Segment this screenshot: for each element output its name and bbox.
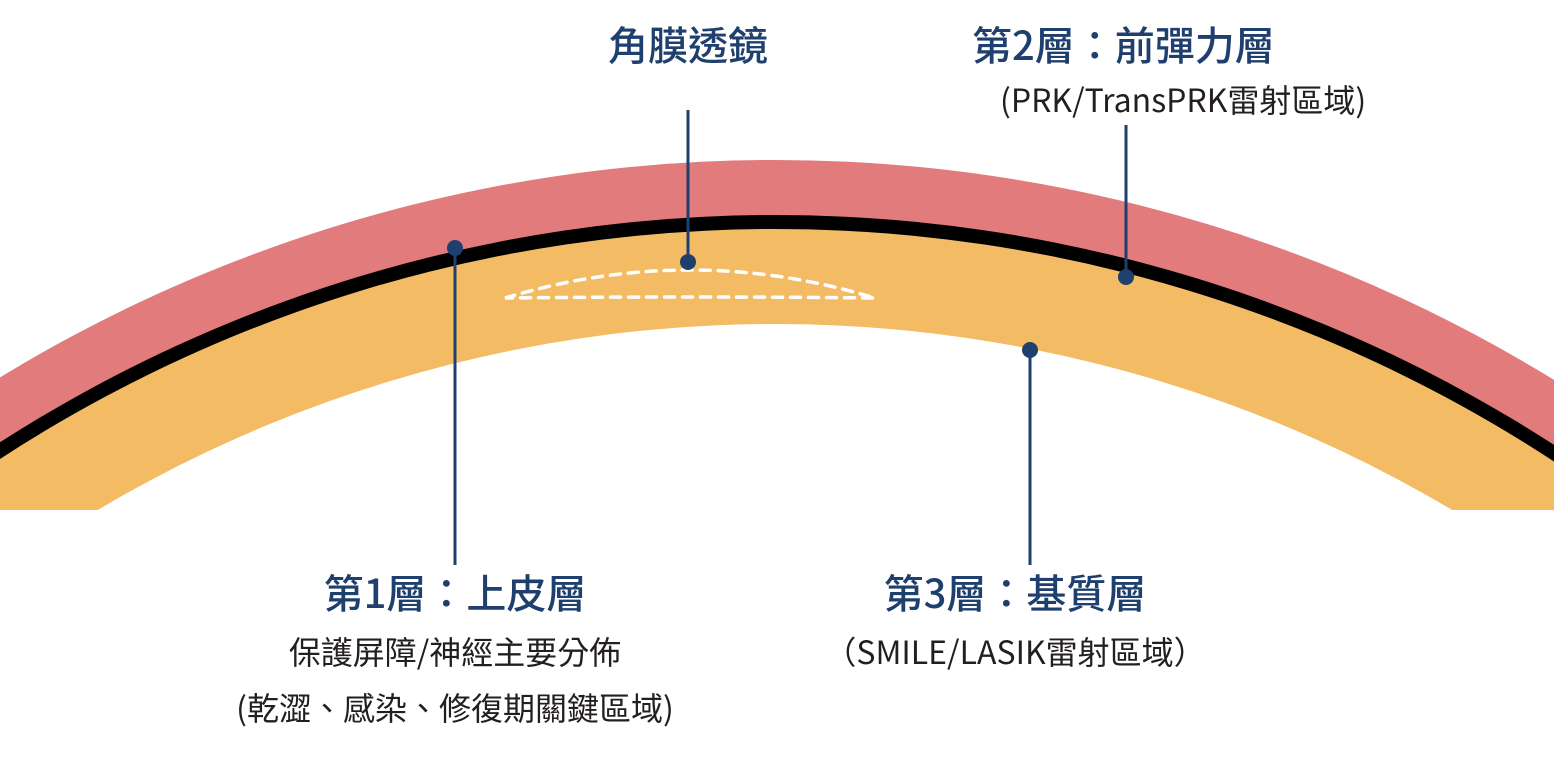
label-layer2-title: 第2層：前彈力層 [972, 14, 1275, 72]
cornea-arc [0, 160, 1554, 779]
label-lenticule-title: 角膜透鏡 [608, 14, 768, 72]
cornea-diagram: 角膜透鏡 第2層：前彈力層 (PRK/TransPRK雷射區域) 第1層：上皮層… [0, 0, 1554, 779]
label-layer3-sub: （SMILE/LASIK雷射區域） [824, 628, 1205, 674]
label-layer1-sub1: 保護屏障/神經主要分佈 [289, 628, 622, 674]
label-layer1-title: 第1層：上皮層 [324, 562, 587, 620]
label-layer2-sub: (PRK/TransPRK雷射區域) [1000, 76, 1366, 122]
label-layer3-title: 第3層：基質層 [884, 562, 1147, 620]
label-layer1-sub2: (乾澀、感染、修復期關鍵區域) [236, 684, 674, 730]
